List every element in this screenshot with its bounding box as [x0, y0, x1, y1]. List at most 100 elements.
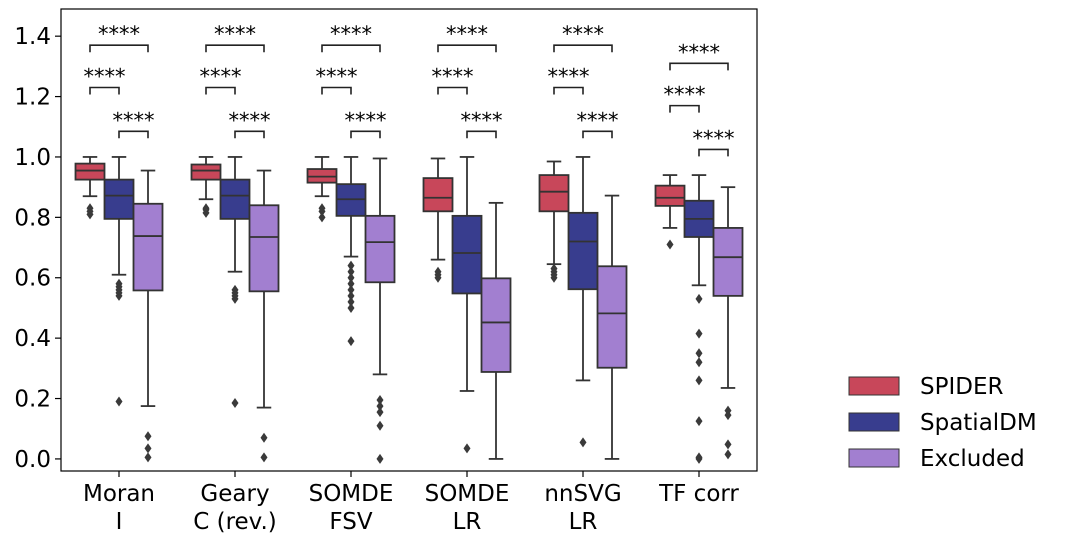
iqr-box: [596, 265, 628, 369]
outlier-point: [347, 266, 355, 277]
iqr-box: [364, 214, 396, 284]
significance-label: ****: [98, 22, 140, 46]
outlier-point: [695, 357, 703, 368]
outlier-point: [347, 290, 355, 301]
iqr-box: [422, 177, 454, 213]
outlier-point: [724, 410, 732, 421]
x-tick-label: C (rev.): [193, 509, 277, 535]
box-spider: [74, 156, 106, 220]
outlier-point: [144, 443, 152, 454]
significance-label: ****: [577, 108, 619, 132]
y-tick-label: 0.8: [14, 205, 51, 231]
iqr-box: [190, 163, 222, 181]
significance-label: ****: [113, 108, 155, 132]
y-tick-label: 0.2: [14, 387, 51, 413]
significance-bracket: [466, 130, 497, 139]
significance-bracket: [669, 104, 700, 113]
outlier-point: [376, 395, 384, 406]
outlier-point: [724, 449, 732, 460]
significance-label: ****: [330, 22, 372, 46]
x-tick-label: I: [116, 509, 123, 535]
x-tick-label: SOMDE: [425, 481, 510, 507]
box-excluded: [364, 157, 396, 464]
outlier-point: [347, 336, 355, 347]
x-tick-label: SOMDE: [309, 481, 394, 507]
significance-label: ****: [446, 22, 488, 46]
significance-bracket: [437, 44, 497, 53]
box-spider: [538, 160, 570, 283]
outlier-point: [434, 266, 442, 277]
outlier-point: [260, 452, 268, 463]
x-tick-label: FSV: [329, 509, 372, 535]
box-excluded: [480, 201, 512, 460]
outlier-point: [347, 260, 355, 271]
significance-label: ****: [693, 126, 735, 150]
y-tick-label: 0.6: [14, 266, 51, 292]
outlier-point: [695, 293, 703, 304]
significance-bracket: [89, 44, 149, 53]
iqr-box: [219, 178, 251, 220]
significance-label: ****: [84, 65, 126, 89]
significance-bracket: [553, 86, 584, 95]
outlier-point: [550, 263, 558, 274]
y-tick-label: 1.2: [14, 85, 51, 111]
significance-bracket: [89, 86, 120, 95]
significance-bracket: [553, 44, 613, 53]
x-tick-label: Moran: [83, 481, 155, 507]
box-excluded: [248, 169, 280, 463]
significance-label: ****: [562, 22, 604, 46]
box-spatialdm: [103, 156, 135, 407]
iqr-box: [132, 202, 164, 292]
iqr-box: [103, 178, 135, 220]
significance-bracket: [582, 130, 613, 139]
box-spider: [190, 156, 222, 218]
outlier-point: [376, 420, 384, 431]
significance-bracket: [669, 62, 729, 71]
outlier-point: [347, 296, 355, 307]
y-tick-label: 0.4: [14, 326, 51, 352]
box-excluded: [132, 169, 164, 463]
legend: SPIDER SpatialDM Excluded: [848, 374, 1037, 472]
outlier-point: [724, 439, 732, 450]
outlier-point: [318, 203, 326, 214]
significance-bracket: [205, 44, 265, 53]
outlier-point: [86, 203, 94, 214]
outlier-point: [463, 443, 471, 454]
x-tick-label: Geary: [200, 481, 269, 507]
iqr-box: [74, 162, 106, 181]
outlier-point: [695, 453, 703, 464]
significance-annotations: **** **** **** **** **** **** **** **** **** ****…: [84, 22, 735, 157]
outlier-point: [695, 416, 703, 427]
significance-bracket: [698, 148, 729, 157]
outlier-point: [202, 203, 210, 214]
x-tick-label: LR: [569, 509, 598, 535]
legend-label-spatialdm: SpatialDM: [920, 410, 1037, 436]
outlier-point: [231, 398, 239, 409]
significance-bracket: [437, 86, 468, 95]
plot-frame: [60, 8, 758, 472]
y-tick-label: 0.0: [14, 447, 51, 473]
legend-label-spider: SPIDER: [920, 374, 1003, 400]
outlier-point: [579, 437, 587, 448]
x-tick-label: LR: [453, 509, 482, 535]
iqr-box: [654, 184, 686, 207]
box-excluded: [596, 194, 628, 460]
box-excluded: [712, 186, 744, 460]
outlier-point: [666, 239, 674, 250]
plot-boxes: [74, 156, 744, 464]
iqr-box: [248, 204, 280, 293]
legend-swatch-excluded: [848, 448, 900, 468]
box-spatialdm: [683, 174, 715, 464]
box-spider: [422, 157, 454, 283]
iqr-box: [712, 227, 744, 297]
significance-label: ****: [214, 22, 256, 46]
legend-label-excluded: Excluded: [920, 446, 1025, 472]
outlier-point: [695, 375, 703, 386]
significance-label: ****: [229, 108, 271, 132]
significance-label: ****: [345, 108, 387, 132]
outlier-point: [347, 302, 355, 313]
significance-bracket: [321, 44, 381, 53]
iqr-box: [567, 211, 599, 291]
x-tick-label: TF corr: [658, 481, 739, 507]
